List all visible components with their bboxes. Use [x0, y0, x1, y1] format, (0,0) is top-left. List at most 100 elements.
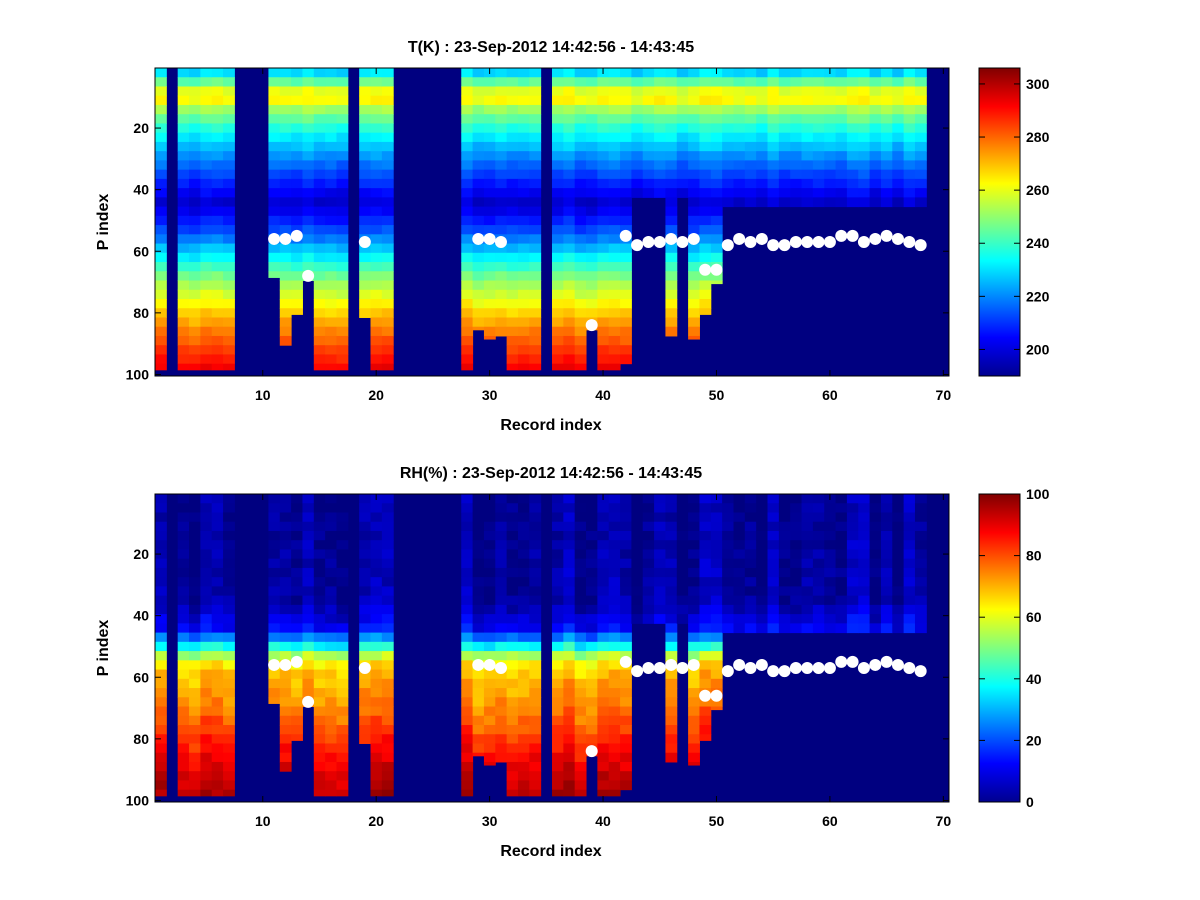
heatmap-cell	[892, 141, 905, 152]
heatmap-cell	[586, 586, 598, 597]
heatmap-cell	[155, 114, 167, 124]
heatmap-cell	[313, 280, 326, 291]
heatmap-cell	[608, 141, 621, 152]
heatmap-cell	[529, 688, 542, 698]
heatmap-cell	[869, 86, 882, 97]
heatmap-cell	[880, 86, 893, 97]
heatmap-cell	[506, 317, 519, 328]
heatmap-cell	[200, 188, 213, 198]
heatmap-cell	[756, 188, 769, 198]
heatmap-cell	[223, 363, 235, 371]
surface-marker	[494, 236, 507, 249]
heatmap-cell	[914, 567, 927, 578]
heatmap-cell	[552, 623, 564, 634]
markers-humidity	[268, 655, 927, 758]
heatmap-cell	[767, 494, 780, 504]
heatmap-cell	[608, 715, 621, 726]
heatmap-cell	[495, 252, 508, 263]
heatmap-cell	[642, 558, 655, 569]
heatmap-cell	[767, 151, 780, 161]
heatmap-cell	[359, 68, 372, 78]
heatmap-cell	[665, 494, 678, 504]
heatmap-cell	[461, 271, 474, 282]
heatmap-cell	[586, 308, 598, 318]
heatmap-cell	[801, 540, 814, 550]
heatmap-cell	[733, 77, 746, 87]
heatmap-cell	[914, 604, 927, 615]
heatmap-cell	[517, 632, 530, 643]
heatmap-cell	[200, 114, 213, 124]
heatmap-cell	[552, 326, 564, 337]
heatmap-cell	[381, 104, 394, 115]
heatmap-cell	[495, 215, 508, 226]
heatmap-cell	[858, 530, 871, 541]
heatmap-cell	[869, 567, 882, 578]
heatmap-cell	[200, 743, 213, 754]
heatmap-cell	[699, 734, 712, 741]
heatmap-cell	[563, 567, 576, 578]
heatmap-cell	[778, 123, 791, 134]
heatmap-cell	[665, 141, 678, 152]
heatmap-cell	[835, 160, 848, 171]
heatmap-cell	[586, 494, 598, 504]
heatmap-cell	[824, 623, 837, 634]
heatmap-cell	[529, 623, 542, 634]
plot-frame	[154, 67, 950, 377]
heatmap-cell	[370, 771, 383, 781]
heatmap-cell	[313, 780, 326, 791]
heatmap-cell	[461, 660, 474, 671]
surface-marker	[914, 239, 927, 252]
heatmap-cell	[812, 530, 825, 541]
heatmap-cell	[268, 151, 281, 161]
heatmap-cell	[858, 567, 871, 578]
x-tick-label: 30	[482, 387, 498, 403]
heatmap-cell	[574, 354, 587, 365]
heatmap-column	[676, 494, 689, 624]
heatmap-cell	[586, 271, 598, 282]
heatmap-cell	[778, 86, 791, 97]
heatmap-cell	[869, 512, 882, 523]
heatmap-cell	[880, 132, 893, 143]
heatmap-cell	[574, 540, 587, 550]
heatmap-cell	[699, 86, 712, 97]
heatmap-cell	[461, 540, 474, 550]
heatmap-cell	[892, 104, 905, 115]
heatmap-cell	[336, 132, 349, 143]
heatmap-cell	[665, 715, 678, 726]
heatmap-cell	[517, 234, 530, 245]
heatmap-cell	[529, 95, 542, 106]
heatmap-cell	[574, 651, 587, 661]
heatmap-cell	[268, 595, 281, 606]
heatmap-cell	[699, 614, 712, 624]
heatmap-cell	[483, 86, 496, 97]
heatmap-cell	[177, 345, 190, 355]
heatmap-cell	[506, 252, 519, 263]
heatmap-cell	[529, 697, 542, 708]
heatmap-cell	[801, 494, 814, 504]
surface-marker	[279, 658, 292, 671]
heatmap-cell	[291, 604, 303, 615]
heatmap-cell	[313, 577, 326, 587]
heatmap-cell	[812, 188, 825, 198]
heatmap-cell	[563, 299, 576, 309]
y-tick-label: 40	[133, 182, 149, 198]
heatmap-cell	[155, 540, 167, 550]
heatmap-column	[665, 68, 678, 337]
heatmap-cell	[381, 697, 394, 708]
heatmap-cell	[359, 604, 372, 615]
heatmap-cell	[177, 734, 190, 744]
heatmap-cell	[608, 178, 621, 189]
y-tick-label: 80	[133, 731, 149, 747]
heatmap-cell	[370, 252, 383, 263]
heatmap-cell	[756, 494, 769, 504]
heatmap-cell	[529, 743, 542, 754]
heatmap-cell	[733, 512, 746, 523]
heatmap-cell	[563, 789, 576, 797]
heatmap-cell	[858, 132, 871, 143]
heatmap-cell	[177, 558, 190, 569]
heatmap-cell	[177, 95, 190, 106]
heatmap-cell	[313, 188, 326, 198]
heatmap-cell	[279, 558, 292, 569]
heatmap-cell	[279, 752, 292, 763]
heatmap-cell	[336, 280, 349, 291]
